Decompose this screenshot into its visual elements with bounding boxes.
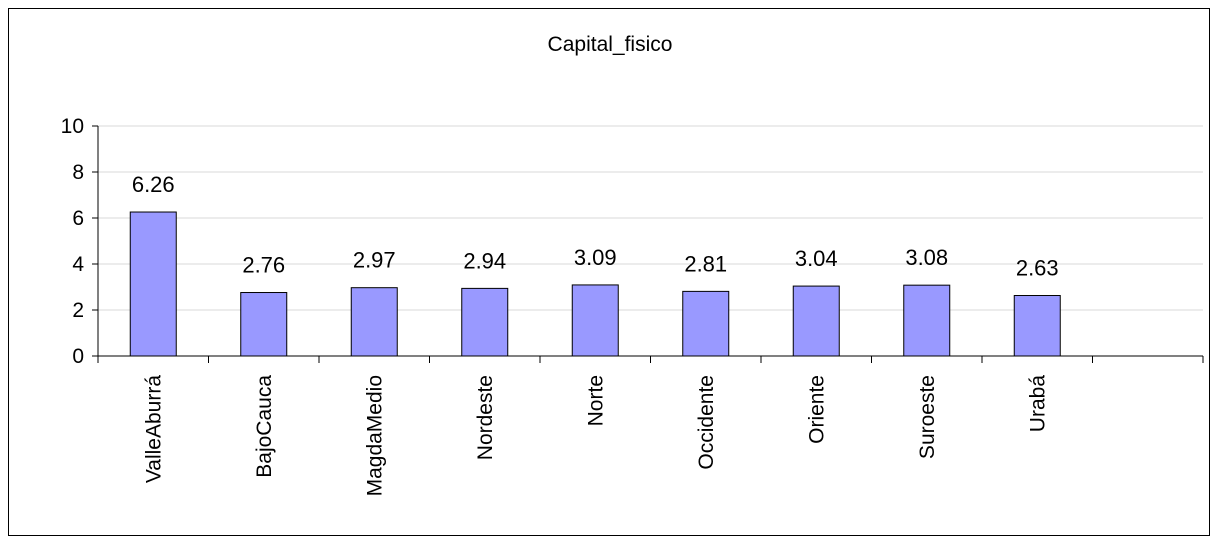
data-label-BajoCauca: 2.76 xyxy=(242,253,285,278)
chart-title: Capital_fisico xyxy=(547,33,673,56)
category-label-Occidente: Occidente xyxy=(695,375,718,470)
y-tick-label-6: 6 xyxy=(72,207,84,230)
category-label-Nordeste: Nordeste xyxy=(474,375,497,460)
y-tick-label-2: 2 xyxy=(72,299,84,322)
y-tick-label-0: 0 xyxy=(72,345,84,368)
data-label-Norte: 3.09 xyxy=(574,245,617,270)
data-label-Oriente: 3.04 xyxy=(795,246,838,271)
bar-MagdaMedio xyxy=(350,287,398,357)
data-label-Urabá: 2.63 xyxy=(1016,256,1059,281)
bar-Suroeste xyxy=(903,284,951,357)
bar-BajoCauca xyxy=(240,292,288,357)
category-label-Norte: Norte xyxy=(584,375,607,426)
chart-frame: Capital_fisico xyxy=(8,8,1210,536)
category-label-Oriente: Oriente xyxy=(805,375,828,444)
data-label-Occidente: 2.81 xyxy=(684,251,727,276)
bar-Nordeste xyxy=(461,287,509,357)
category-label-Urabá: Urabá xyxy=(1026,375,1049,433)
bar-Oriente xyxy=(792,285,840,357)
bar-ValleAburrá xyxy=(129,211,177,357)
bar-Urabá xyxy=(1013,295,1061,357)
category-label-BajoCauca: BajoCauca xyxy=(253,375,276,478)
category-label-Suroeste: Suroeste xyxy=(916,375,939,459)
bar-Occidente xyxy=(682,290,730,357)
y-tick-label-4: 4 xyxy=(72,253,84,276)
data-label-Suroeste: 3.08 xyxy=(905,245,948,270)
category-label-ValleAburrá: ValleAburrá xyxy=(142,375,165,483)
data-label-Nordeste: 2.94 xyxy=(463,248,506,273)
y-tick-label-10: 10 xyxy=(61,115,84,138)
bar-Norte xyxy=(571,284,619,357)
data-label-ValleAburrá: 6.26 xyxy=(132,172,175,197)
category-label-MagdaMedio: MagdaMedio xyxy=(363,375,386,496)
data-label-MagdaMedio: 2.97 xyxy=(353,248,396,273)
y-tick-label-8: 8 xyxy=(72,161,84,184)
